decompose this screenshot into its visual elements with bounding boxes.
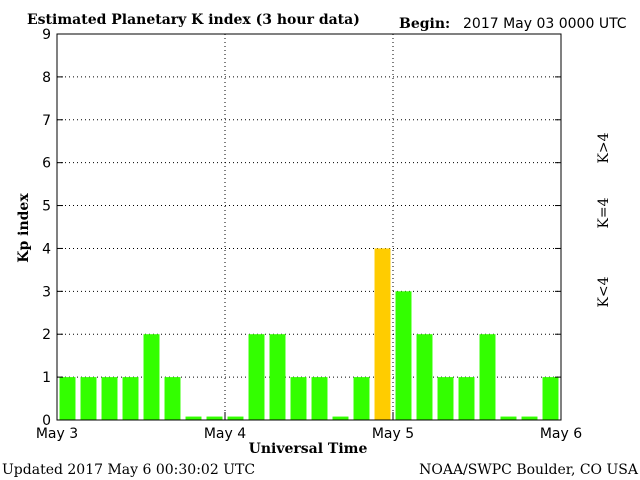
updated-timestamp: Updated 2017 May 6 00:30:02 UTC [2, 462, 255, 478]
legend-equal: K=4 [596, 197, 612, 228]
legend: K>4 K=4 K<4 [596, 132, 612, 307]
source-credit: NOAA/SWPC Boulder, CO USA [419, 462, 639, 478]
y-tick-label: 0 [42, 413, 51, 429]
grid-lines [57, 34, 561, 420]
kp-bar [206, 416, 223, 420]
kp-bar [479, 334, 496, 420]
x-tick-label: May 6 [540, 426, 582, 442]
y-tick-label: 3 [42, 284, 51, 300]
kp-bar [500, 416, 517, 420]
kp-bar [374, 248, 391, 420]
begin-value: 2017 May 03 0000 UTC [463, 16, 627, 32]
plot-frame [56, 33, 562, 421]
begin-label: Begin: [399, 16, 450, 32]
kp-bar [185, 416, 202, 420]
kp-bar [248, 334, 265, 420]
y-axis: 0 1 2 3 4 5 6 7 8 9 [42, 27, 561, 429]
kp-bar [353, 377, 370, 420]
y-axis-label: Kp index [16, 193, 32, 263]
y-tick-label: 2 [42, 327, 51, 343]
kp-bar [164, 377, 181, 420]
x-tick-label: May 4 [204, 426, 246, 442]
kp-bar [122, 377, 139, 420]
kp-bar [80, 377, 97, 420]
kp-bar [542, 377, 559, 420]
kp-bar [395, 291, 412, 420]
kp-bar [437, 377, 454, 420]
kp-bar [290, 377, 307, 420]
kp-bar [416, 334, 433, 420]
kp-bar [332, 416, 349, 420]
x-tick-label: May 3 [36, 426, 78, 442]
x-tick-label: May 5 [372, 426, 414, 442]
kp-bar [311, 377, 328, 420]
kp-bar [458, 377, 475, 420]
y-tick-label: 7 [42, 113, 51, 129]
y-tick-label: 8 [42, 70, 51, 86]
kp-bar [269, 334, 286, 420]
kp-bar [521, 416, 538, 420]
kp-bar [101, 377, 118, 420]
y-tick-label: 9 [42, 27, 51, 43]
x-axis: May 3 May 4 May 5 May 6 [36, 412, 582, 442]
legend-above: K>4 [596, 132, 612, 163]
x-axis-label: Universal Time [249, 441, 368, 457]
kp-bar [143, 334, 160, 420]
y-tick-label: 5 [42, 199, 51, 215]
legend-below: K<4 [596, 276, 612, 307]
chart-title: Estimated Planetary K index (3 hour data… [27, 12, 360, 28]
bar-series [59, 248, 559, 420]
y-tick-label: 1 [42, 370, 51, 386]
y-tick-label: 6 [42, 156, 51, 172]
kp-bar [59, 377, 76, 420]
kp-bar [227, 416, 244, 420]
y-tick-label: 4 [42, 241, 51, 257]
